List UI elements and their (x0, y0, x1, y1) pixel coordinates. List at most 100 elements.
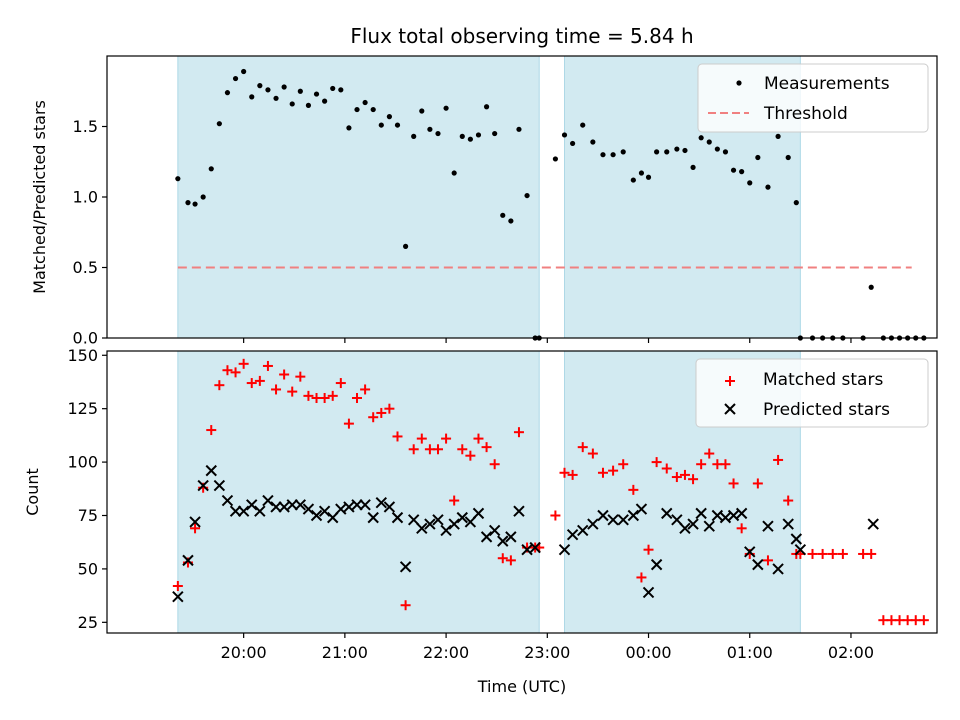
predicted-star-point (558, 543, 571, 556)
measurement-point (747, 180, 753, 186)
matched-star-point (577, 442, 588, 453)
measurement-point (775, 133, 781, 139)
predicted-star-point (424, 518, 436, 530)
matched-star-point (473, 433, 484, 444)
measurement-point (475, 132, 482, 138)
matched-star-point (587, 448, 598, 459)
matched-star-point (827, 548, 838, 559)
matched-star-point (567, 469, 578, 480)
predicted-star-point (607, 514, 619, 526)
top-ytick-label: 0.5 (73, 258, 98, 277)
measurement-point (467, 136, 473, 142)
predicted-star-point (359, 499, 371, 511)
measurement-point (674, 146, 680, 152)
matched-star-point (597, 467, 608, 478)
measurement-point (370, 106, 376, 113)
predicted-star-point (318, 505, 331, 517)
matched-star-point (190, 523, 201, 534)
predicted-star-point (221, 494, 234, 507)
measurement-point (378, 122, 384, 128)
chart-title: Flux total observing time = 5.84 h (350, 24, 693, 48)
measurement-point (645, 174, 652, 180)
measurement-point (483, 104, 490, 110)
matched-star-point (246, 378, 257, 389)
predicted-star-point (182, 554, 194, 567)
xtick-label: 22:00 (423, 643, 469, 662)
legend-threshold-label: Threshold (763, 104, 848, 124)
predicted-star-point (335, 503, 347, 515)
measurement-point (620, 149, 626, 155)
predicted-star-point (310, 509, 323, 522)
matched-star-point (400, 600, 411, 611)
shaded-interval-0 (177, 350, 540, 634)
matched-star-point (319, 393, 330, 403)
measurement-point (706, 139, 712, 145)
measurement-point (386, 114, 393, 120)
measurement-point (561, 132, 568, 138)
matched-star-point (866, 548, 877, 559)
predicted-star-point (189, 516, 201, 528)
matched-star-point (807, 548, 818, 559)
predicted-star-point (794, 543, 807, 556)
measurement-point (610, 152, 616, 158)
shaded-interval-0 (177, 55, 540, 339)
predicted-star-point (711, 509, 724, 522)
matched-star-point (837, 548, 848, 559)
matched-star-point (661, 463, 672, 474)
predicted-star-point (399, 561, 412, 573)
legend-measurements-label: Measurements (764, 74, 890, 94)
matched-star-point (550, 510, 561, 521)
matched-star-point (643, 544, 654, 555)
predicted-star-point (867, 518, 879, 530)
matched-star-point (505, 555, 516, 566)
matched-star-point (230, 367, 241, 378)
matched-star-point (384, 403, 395, 414)
matched-star-point (628, 484, 639, 495)
measurement-point (362, 99, 368, 106)
predicted-star-point (650, 558, 663, 571)
measurement-point (492, 130, 498, 137)
measurement-point (524, 192, 530, 199)
measurement-point (714, 146, 720, 152)
predicted-star-point (782, 518, 794, 530)
measurement-point (208, 166, 214, 172)
matched-star-point (762, 555, 773, 566)
predicted-star-point (367, 511, 379, 524)
predicted-star-point (735, 507, 748, 520)
measurement-point (257, 83, 263, 89)
measurement-point (338, 87, 344, 93)
measurement-point (346, 125, 352, 131)
predicted-star-point (440, 524, 452, 537)
predicted-star-point (456, 511, 468, 524)
predicted-star-point (286, 499, 298, 511)
predicted-star-point (416, 522, 428, 535)
predicted-star-point (577, 524, 589, 537)
predicted-star-point (513, 505, 525, 517)
measurement-point (722, 149, 729, 155)
matched-star-point (497, 553, 508, 564)
measurement-point (516, 126, 522, 132)
bottom-ytick-label: 50 (78, 559, 98, 578)
xtick-label: 20:00 (221, 643, 267, 662)
measurement-point (785, 154, 791, 161)
measurement-point (313, 91, 320, 97)
measurement-point (192, 201, 198, 207)
legend-matched-marker (725, 376, 735, 386)
measurement-point (690, 164, 696, 170)
predicted-star-point (703, 520, 715, 532)
matched-star-point (271, 384, 282, 395)
measurement-point (730, 167, 737, 173)
x-axis-label: Time (UTC) (477, 677, 566, 696)
predicted-star-point (695, 507, 707, 520)
matched-star-point (376, 407, 387, 418)
bottom-legend: Matched stars Predicted stars (695, 358, 929, 428)
predicted-star-point (480, 531, 493, 543)
measurement-point (638, 170, 645, 176)
matched-star-point (457, 444, 468, 455)
top-panel: 0.0 0.5 1.0 1.5 Matched/Predicted stars Mea… (30, 55, 938, 348)
measurement-point (600, 152, 606, 158)
matched-star-point (303, 390, 314, 401)
matched-star-point (465, 450, 476, 461)
xtick-label: 01:00 (727, 643, 773, 662)
predicted-star-point (772, 563, 784, 575)
